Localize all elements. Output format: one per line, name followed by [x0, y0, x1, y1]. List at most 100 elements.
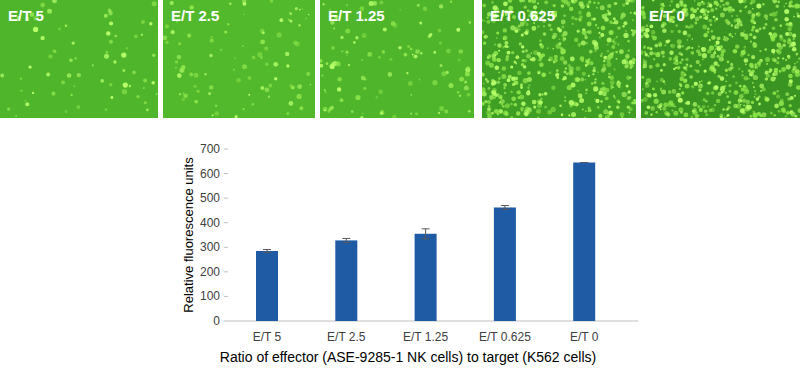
cell — [569, 66, 574, 71]
cell — [613, 22, 615, 24]
cell — [643, 64, 648, 69]
cell — [204, 73, 206, 75]
cell — [610, 111, 613, 114]
cell — [657, 104, 662, 109]
cell — [756, 13, 758, 15]
cell — [550, 28, 553, 31]
cell — [538, 93, 541, 96]
cell — [458, 59, 461, 62]
cell — [511, 51, 514, 54]
cell — [51, 92, 55, 96]
cell — [482, 102, 485, 105]
cell — [571, 16, 575, 20]
cell — [698, 45, 700, 47]
cell — [502, 105, 505, 108]
cell — [104, 14, 108, 18]
cell — [209, 54, 213, 58]
cell — [109, 40, 113, 44]
cell — [668, 90, 672, 94]
cell — [688, 26, 691, 29]
cell — [728, 84, 731, 87]
cell — [111, 96, 114, 99]
cell — [152, 54, 155, 57]
cell — [556, 69, 559, 72]
cell — [417, 4, 420, 7]
cell — [620, 112, 625, 117]
cell — [552, 48, 554, 50]
cell — [652, 0, 655, 2]
cell — [562, 40, 564, 42]
x-axis-title: Ratio of effector (ASE-9285-1 NK cells) … — [220, 349, 596, 365]
cell — [662, 107, 666, 111]
error-stem — [425, 229, 426, 239]
cell — [616, 58, 618, 60]
cell — [497, 58, 501, 62]
cell — [662, 29, 667, 34]
cell — [735, 44, 739, 48]
cell — [171, 30, 175, 34]
cell — [323, 3, 325, 5]
cell — [708, 3, 712, 7]
cell — [694, 69, 697, 72]
cell — [547, 47, 549, 49]
cell — [728, 101, 731, 104]
cell — [773, 114, 776, 117]
cell — [591, 82, 594, 85]
cell — [496, 31, 499, 34]
error-cap — [501, 205, 509, 206]
cell — [487, 107, 491, 111]
cell — [689, 65, 692, 68]
cell — [341, 50, 344, 53]
cell — [346, 4, 348, 6]
cell — [789, 110, 793, 114]
cell — [702, 25, 707, 30]
cell — [685, 68, 688, 71]
cell — [754, 90, 756, 92]
cell — [587, 30, 591, 34]
cell — [788, 4, 792, 8]
cell — [67, 73, 72, 78]
cell — [564, 96, 566, 98]
cell — [551, 86, 555, 90]
y-tick-label: 600 — [200, 167, 220, 181]
cell — [601, 53, 603, 55]
cell — [650, 106, 655, 111]
cell — [702, 59, 704, 61]
cell — [777, 1, 780, 4]
cell — [753, 45, 757, 49]
cell — [671, 110, 673, 112]
cell — [677, 93, 680, 96]
cell — [525, 49, 528, 52]
cell — [777, 50, 781, 54]
cell — [554, 58, 558, 62]
cell — [796, 4, 800, 8]
cell — [628, 112, 630, 114]
cell — [751, 15, 755, 19]
cell — [766, 97, 770, 101]
cell — [378, 90, 383, 95]
y-tick-label: 100 — [200, 289, 220, 303]
figure: E/T 5E/T 2.5E/T 1.25E/T 0.625E/T 0010020… — [0, 0, 800, 370]
cell — [0, 74, 4, 78]
cell — [523, 65, 526, 68]
cell — [714, 85, 718, 89]
cell — [252, 56, 256, 60]
cell — [613, 95, 615, 97]
cell — [757, 61, 761, 65]
cell — [581, 40, 586, 45]
cell — [505, 103, 510, 108]
cell — [236, 78, 241, 83]
cell — [209, 85, 213, 89]
cell — [707, 82, 710, 85]
micrograph-background — [163, 0, 315, 118]
cell — [331, 46, 335, 50]
cell — [376, 96, 378, 98]
cell — [578, 94, 583, 99]
cell — [730, 66, 734, 70]
cell — [141, 34, 143, 36]
cell — [516, 91, 518, 93]
cell — [511, 96, 516, 101]
cell — [563, 76, 567, 80]
cell — [788, 74, 793, 79]
cell — [506, 46, 509, 49]
